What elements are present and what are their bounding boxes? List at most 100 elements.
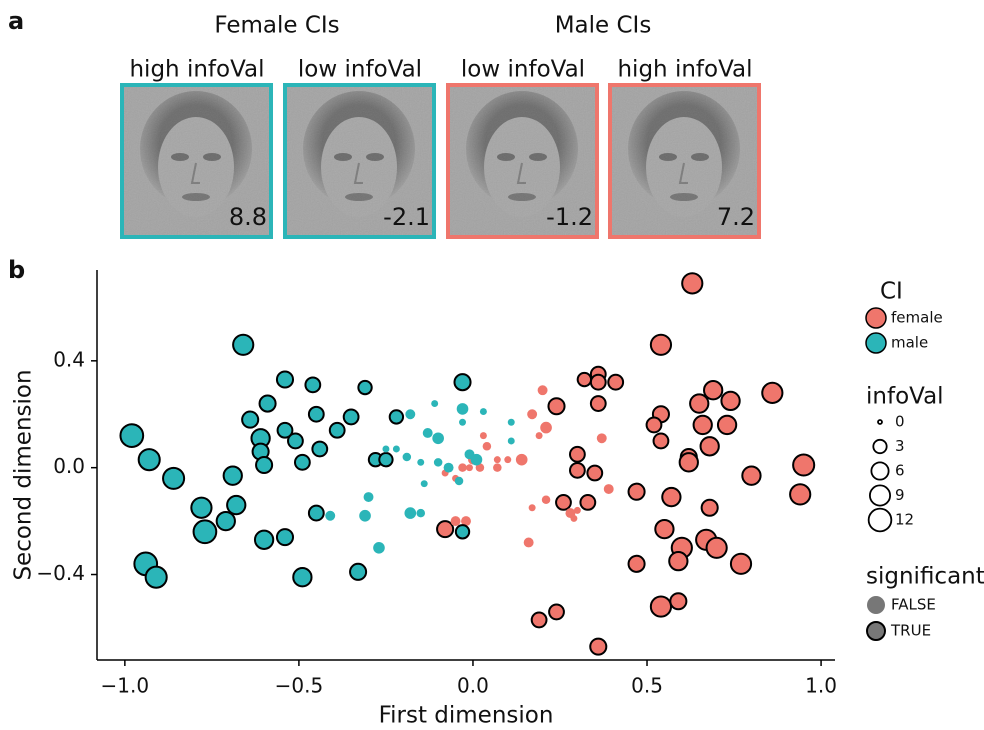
infoval-label: 8.8 xyxy=(229,203,267,231)
point xyxy=(215,510,236,532)
size-label: 6 xyxy=(895,462,905,480)
point xyxy=(405,409,416,420)
point xyxy=(661,486,682,508)
size-swatch xyxy=(872,438,888,455)
point xyxy=(573,506,581,514)
point xyxy=(459,418,466,426)
point xyxy=(703,380,724,401)
point xyxy=(422,427,433,438)
point xyxy=(328,421,346,439)
point xyxy=(432,432,444,445)
point xyxy=(586,464,604,482)
point xyxy=(523,537,534,548)
point xyxy=(568,445,586,463)
point xyxy=(431,400,439,408)
x-tick-label: 0.0 xyxy=(457,674,489,698)
point xyxy=(589,373,607,391)
point xyxy=(392,445,400,453)
legend-title: significant xyxy=(866,564,984,590)
point xyxy=(716,414,738,436)
point xyxy=(576,371,593,388)
point xyxy=(627,482,646,501)
point xyxy=(192,519,218,545)
y-axis-title: Second dimension xyxy=(11,369,37,580)
point xyxy=(493,463,502,472)
point xyxy=(669,592,688,611)
point xyxy=(607,373,625,391)
point xyxy=(304,376,322,394)
significance-label: FALSE xyxy=(891,596,936,614)
point xyxy=(540,421,552,434)
point xyxy=(528,504,536,512)
point xyxy=(417,458,425,466)
point xyxy=(325,510,336,521)
panel-label: a xyxy=(8,7,24,35)
point xyxy=(652,432,670,450)
point xyxy=(363,492,374,503)
point xyxy=(190,496,213,519)
point xyxy=(596,433,607,444)
point xyxy=(311,440,329,458)
point xyxy=(681,272,704,295)
legend-swatch xyxy=(865,307,887,329)
point xyxy=(541,495,551,504)
point xyxy=(241,410,260,429)
point xyxy=(454,524,471,540)
point xyxy=(678,452,699,473)
size-label: 3 xyxy=(895,437,905,455)
point xyxy=(761,381,784,404)
point xyxy=(433,458,443,467)
x-tick-label: −0.5 xyxy=(275,674,324,698)
point xyxy=(627,554,646,573)
point xyxy=(720,390,741,412)
point xyxy=(456,403,469,415)
infoval-label: -1.2 xyxy=(546,203,593,231)
point xyxy=(700,498,719,517)
significance-swatch xyxy=(867,596,885,614)
legend-title: infoVal xyxy=(866,384,944,410)
group-title: Male CIs xyxy=(555,13,652,39)
point xyxy=(222,465,243,486)
point xyxy=(436,520,455,539)
point xyxy=(507,418,515,426)
point xyxy=(579,493,597,511)
y-tick-label: 0.0 xyxy=(53,454,85,478)
point xyxy=(458,463,467,472)
legend-label: female xyxy=(891,309,943,327)
point xyxy=(144,565,168,589)
infoval-label: 7.2 xyxy=(717,203,755,231)
point xyxy=(450,516,461,527)
point xyxy=(479,408,487,416)
image-border xyxy=(283,83,436,239)
point xyxy=(649,595,673,618)
point xyxy=(373,541,385,554)
legend-title: CI xyxy=(880,279,903,305)
point xyxy=(603,484,614,494)
image-border xyxy=(608,83,761,239)
point xyxy=(232,333,255,356)
significance-label: TRUE xyxy=(890,622,931,640)
point xyxy=(547,397,566,416)
legend-label: male xyxy=(891,334,928,352)
point xyxy=(741,465,762,486)
point xyxy=(275,370,295,389)
y-tick-label: 0.4 xyxy=(53,347,85,371)
x-tick-label: 1.0 xyxy=(805,674,837,698)
image-label: low infoVal xyxy=(298,57,422,83)
point xyxy=(255,455,274,475)
point xyxy=(226,494,247,516)
point xyxy=(453,373,472,392)
point xyxy=(689,393,710,414)
point xyxy=(119,423,145,448)
point xyxy=(507,437,515,445)
point xyxy=(382,445,390,453)
point xyxy=(454,476,464,486)
point xyxy=(645,416,663,434)
legend-swatch xyxy=(865,332,887,354)
point xyxy=(402,452,412,462)
point xyxy=(253,529,275,550)
size-swatch xyxy=(869,484,892,507)
point xyxy=(530,611,548,629)
